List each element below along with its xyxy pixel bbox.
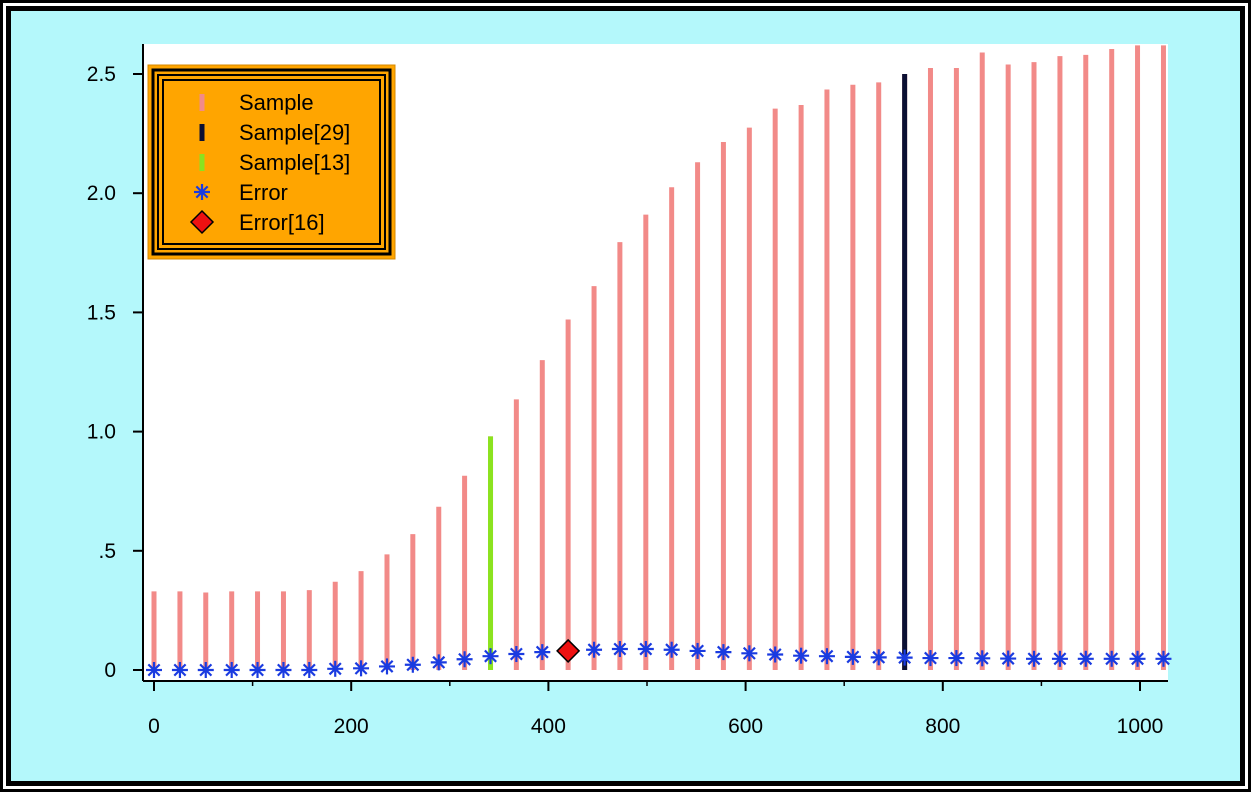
error-point (327, 660, 344, 677)
legend-label: Error[16] (239, 210, 325, 235)
legend-box (147, 64, 396, 260)
error-point (508, 646, 525, 663)
legend-symbol (194, 184, 210, 200)
error-point (1026, 650, 1043, 667)
error-point (275, 662, 292, 678)
y-tick-label: 1.0 (87, 421, 116, 444)
error-point (482, 648, 499, 665)
error-point (922, 650, 939, 667)
y-tick-label: 0 (104, 659, 116, 682)
error-point (146, 662, 162, 678)
error-point (818, 648, 835, 665)
x-tick-label: 1000 (1117, 715, 1164, 738)
legend-border (162, 79, 381, 245)
x-tick-label: 400 (531, 715, 566, 738)
error-point (353, 660, 370, 677)
error-point (948, 650, 965, 667)
legend-border (157, 74, 386, 250)
x-tick-label: 200 (334, 715, 369, 738)
error-point (896, 649, 913, 666)
error-point (715, 644, 732, 661)
legend: Sample Sample[29] Sample[13] Error Error[16] (147, 64, 396, 260)
chart-axes: 0 .5 1.0 1.5 2.0 2.5 0 200 400 600 800 1000 (87, 44, 1168, 738)
error-point (767, 646, 784, 663)
legend-symbol (199, 124, 205, 141)
x-tick-label: 0 (148, 715, 160, 738)
error-point (171, 662, 188, 678)
error-point (534, 644, 551, 661)
error-point (378, 658, 395, 675)
error-point (663, 641, 680, 658)
error-point (844, 648, 861, 665)
error-point (223, 662, 240, 678)
error-16-point (556, 638, 581, 663)
legend-symbol (199, 94, 205, 111)
legend-border (151, 68, 392, 256)
legend-symbol (199, 154, 205, 171)
legend-label: Sample[29] (239, 120, 350, 145)
error-point (1051, 650, 1068, 667)
error-point (1000, 650, 1017, 667)
x-tick-label: 800 (925, 715, 960, 738)
y-tick-label: 1.5 (87, 301, 116, 324)
x-tick-label: 600 (728, 715, 763, 738)
error-point (301, 662, 318, 678)
error-point (793, 647, 810, 664)
y-tick-label: 2.0 (87, 182, 116, 205)
error-point (611, 641, 628, 658)
error-point (430, 654, 447, 671)
legend-label: Sample[13] (239, 150, 350, 175)
error-point (1129, 650, 1146, 667)
error-point (249, 662, 266, 678)
error-point (1155, 650, 1172, 667)
error-point (1077, 650, 1094, 667)
error-point (974, 650, 991, 667)
error-point (637, 641, 654, 658)
error-point (456, 651, 473, 668)
legend-label: Error (239, 180, 288, 205)
legend-label: Sample (239, 90, 314, 115)
y-tick-label: .5 (98, 540, 116, 563)
y-tick-label: 2.5 (87, 63, 116, 86)
error-point (197, 662, 214, 678)
error-point (870, 649, 887, 666)
error-point (741, 645, 758, 662)
error-point (586, 641, 603, 658)
error-point (1103, 650, 1120, 667)
error-point (404, 656, 421, 673)
legend-symbol (189, 209, 215, 235)
chart-marks (146, 45, 1172, 678)
error-point (689, 642, 706, 659)
